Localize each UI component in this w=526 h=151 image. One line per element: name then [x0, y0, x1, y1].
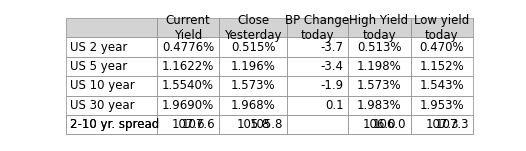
- Bar: [348, 115, 410, 134]
- Bar: [66, 37, 157, 57]
- Bar: [287, 57, 348, 76]
- Bar: [219, 76, 287, 96]
- Bar: [287, 37, 348, 57]
- Bar: [157, 96, 219, 115]
- Bar: [348, 76, 410, 96]
- Bar: [219, 18, 287, 37]
- Bar: [348, 57, 410, 76]
- Text: US 2 year: US 2 year: [70, 41, 127, 54]
- Text: Low yield
today: Low yield today: [414, 14, 470, 42]
- Text: 107.3: 107.3: [436, 118, 469, 131]
- Text: 0.1: 0.1: [325, 99, 343, 112]
- Bar: [66, 76, 157, 96]
- Bar: [66, 115, 157, 134]
- Text: 107.6: 107.6: [171, 118, 205, 131]
- Bar: [219, 37, 287, 57]
- Bar: [348, 115, 410, 134]
- Text: 1.196%: 1.196%: [231, 60, 276, 73]
- Text: 0.513%: 0.513%: [357, 41, 401, 54]
- Bar: [410, 18, 473, 37]
- Bar: [219, 115, 287, 134]
- Text: Current
Yield: Current Yield: [166, 14, 210, 42]
- Bar: [219, 115, 287, 134]
- Bar: [410, 96, 473, 115]
- Text: 105.8: 105.8: [237, 118, 270, 131]
- Text: 106.0: 106.0: [373, 118, 407, 131]
- Bar: [348, 96, 410, 115]
- Text: 1.9690%: 1.9690%: [162, 99, 214, 112]
- Bar: [287, 115, 348, 134]
- Text: 0.515%: 0.515%: [231, 41, 276, 54]
- Bar: [157, 115, 219, 134]
- Text: 1.573%: 1.573%: [231, 79, 276, 92]
- Bar: [287, 76, 348, 96]
- Bar: [157, 18, 219, 37]
- Bar: [410, 115, 473, 134]
- Text: BP Change
today: BP Change today: [285, 14, 349, 42]
- Text: High Yield
today: High Yield today: [349, 14, 409, 42]
- Text: 1.968%: 1.968%: [231, 99, 276, 112]
- Bar: [157, 57, 219, 76]
- Text: 107.3: 107.3: [425, 118, 459, 131]
- Text: 105.8: 105.8: [250, 118, 283, 131]
- Bar: [287, 18, 348, 37]
- Bar: [66, 115, 157, 134]
- Text: 0.4776%: 0.4776%: [162, 41, 214, 54]
- Text: 107.6: 107.6: [182, 118, 216, 131]
- Text: 2-10 yr. spread: 2-10 yr. spread: [70, 118, 159, 131]
- Text: 106.0: 106.0: [362, 118, 396, 131]
- Text: 1.152%: 1.152%: [420, 60, 464, 73]
- Bar: [410, 115, 473, 134]
- Text: 1.573%: 1.573%: [357, 79, 401, 92]
- Bar: [348, 18, 410, 37]
- Text: 1.543%: 1.543%: [420, 79, 464, 92]
- Text: Close
Yesterday: Close Yesterday: [225, 14, 282, 42]
- Bar: [287, 115, 348, 134]
- Bar: [348, 37, 410, 57]
- Bar: [157, 37, 219, 57]
- Text: -1.9: -1.9: [320, 79, 343, 92]
- Bar: [410, 76, 473, 96]
- Text: 1.983%: 1.983%: [357, 99, 401, 112]
- Bar: [157, 76, 219, 96]
- Bar: [219, 57, 287, 76]
- Bar: [66, 18, 157, 37]
- Bar: [410, 57, 473, 76]
- Text: US 5 year: US 5 year: [70, 60, 127, 73]
- Text: -3.7: -3.7: [320, 41, 343, 54]
- Text: 1.1622%: 1.1622%: [162, 60, 214, 73]
- Bar: [287, 96, 348, 115]
- Bar: [66, 96, 157, 115]
- Text: US 10 year: US 10 year: [70, 79, 135, 92]
- Text: -3.4: -3.4: [320, 60, 343, 73]
- Text: 1.5540%: 1.5540%: [162, 79, 214, 92]
- Bar: [410, 37, 473, 57]
- Bar: [219, 96, 287, 115]
- Text: 2-10 yr. spread: 2-10 yr. spread: [70, 118, 159, 131]
- Text: US 30 year: US 30 year: [70, 99, 135, 112]
- Text: 0.470%: 0.470%: [420, 41, 464, 54]
- Bar: [66, 57, 157, 76]
- Text: 1.198%: 1.198%: [357, 60, 401, 73]
- Text: 1.953%: 1.953%: [420, 99, 464, 112]
- Bar: [157, 115, 219, 134]
